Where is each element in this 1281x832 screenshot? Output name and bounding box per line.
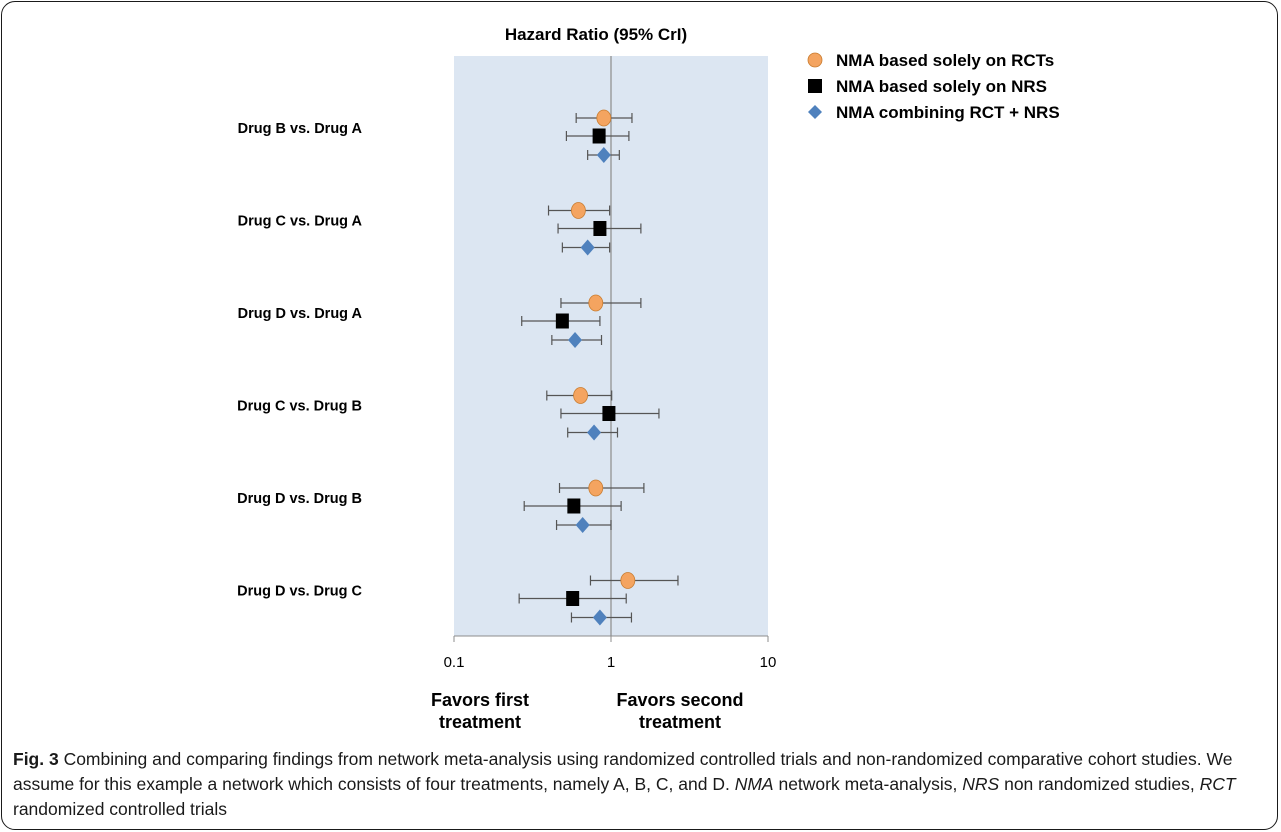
category-label: Drug D vs. Drug B	[237, 491, 362, 507]
nrs-point	[555, 313, 569, 329]
figure-caption: Fig. 3 Combining and comparing findings …	[13, 747, 1265, 822]
figure-label: Fig. 3	[13, 749, 59, 769]
category-label: Drug D vs. Drug C	[237, 584, 362, 600]
combined-point	[580, 239, 595, 256]
combined-point	[592, 609, 607, 626]
legend-marker-circle	[807, 52, 823, 68]
category-label: Drug C vs. Drug A	[238, 214, 363, 230]
rct-point	[571, 202, 586, 219]
caption-text-4: randomized controlled trials	[13, 799, 227, 819]
favors-left-label: treatment	[439, 712, 521, 732]
legend-label: NMA combining RCT + NRS	[836, 103, 1060, 122]
category-label: Drug D vs. Drug A	[238, 306, 363, 322]
combined-point	[596, 147, 611, 163]
favors-right-label: treatment	[639, 712, 721, 732]
caption-text-3: non randomized studies,	[999, 774, 1200, 794]
nrs-point	[593, 221, 607, 236]
caption-abbr-rct: RCT	[1199, 774, 1236, 794]
legend-label: NMA based solely on NRS	[836, 77, 1047, 96]
x-tick-label: 10	[760, 654, 777, 671]
rct-point	[588, 294, 604, 312]
category-label: Drug C vs. Drug B	[237, 399, 362, 415]
combined-point	[568, 332, 583, 348]
favors-right-label: Favors second	[616, 690, 743, 710]
chart-title: Hazard Ratio (95% CrI)	[505, 25, 687, 44]
x-tick-label: 0.1	[444, 654, 465, 671]
nrs-point	[602, 406, 616, 421]
legend-marker-diamond	[808, 105, 822, 119]
combined-point	[575, 517, 590, 533]
legend-label: NMA based solely on RCTs	[836, 51, 1054, 70]
caption-abbr-nma: NMA	[734, 774, 774, 794]
nrs-point	[567, 498, 581, 514]
category-label: Drug B vs. Drug A	[238, 121, 363, 137]
x-tick-label: 1	[607, 654, 615, 671]
nrs-point	[592, 128, 606, 144]
rct-point	[596, 109, 612, 127]
rct-point	[588, 479, 604, 497]
combined-point	[587, 424, 602, 441]
caption-abbr-nrs: NRS	[962, 774, 1000, 794]
rct-point	[620, 572, 636, 589]
caption-text-2: network meta-analysis,	[773, 774, 963, 794]
forest-plot-chart: Hazard Ratio (95% CrI) 0.1 1 10 Favors firs…	[237, 25, 1060, 732]
caption-text-1: Combining and comparing findings from ne…	[13, 749, 1233, 794]
nrs-point	[566, 591, 580, 606]
legend-marker-square	[808, 79, 822, 93]
rct-point	[573, 387, 588, 404]
favors-left-label: Favors first	[431, 690, 529, 710]
